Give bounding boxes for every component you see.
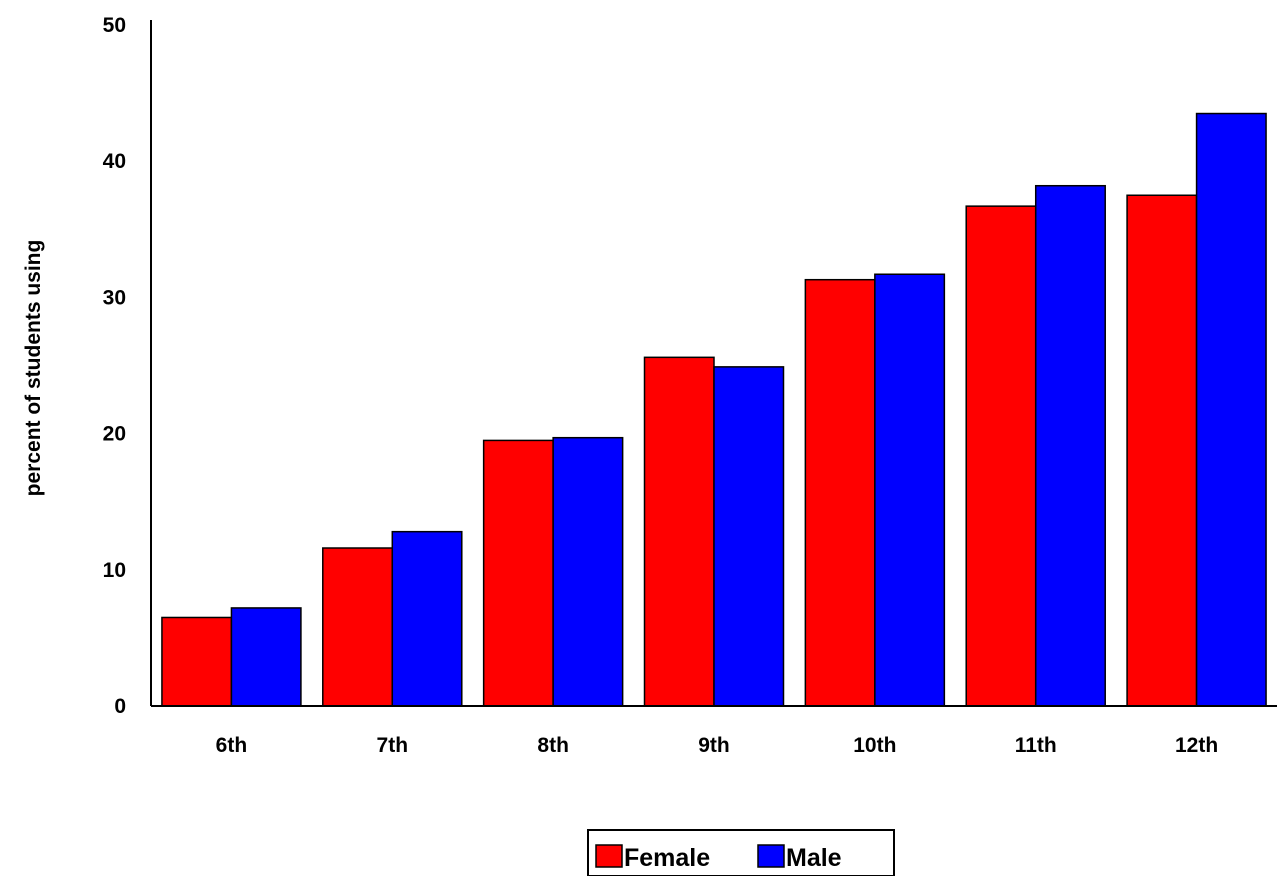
x-category-label: 10th	[853, 734, 896, 757]
bar-female-6th	[161, 616, 233, 707]
bar-female-7th	[322, 547, 394, 707]
bar-male-12th	[1195, 112, 1267, 707]
legend-swatch-female	[595, 844, 623, 868]
bar-male-9th	[713, 366, 785, 707]
bar-male-6th	[230, 607, 302, 707]
y-tick-label: 30	[103, 286, 126, 309]
bar-female-9th	[643, 356, 715, 707]
x-category-label: 8th	[537, 734, 569, 757]
x-category-label: 6th	[216, 734, 248, 757]
bar-female-11th	[965, 205, 1037, 707]
bars-layer	[161, 112, 1267, 707]
y-tick-label: 20	[103, 423, 126, 446]
bar-female-8th	[482, 439, 554, 707]
y-tick-labels: 0 10 20 30 40 50	[103, 14, 126, 718]
x-category-labels: 6th 7th 8th 9th 10th 11th 12th	[216, 734, 1218, 757]
bar-female-10th	[804, 278, 876, 707]
bar-male-10th	[874, 273, 946, 707]
legend-label-male: Male	[786, 844, 842, 872]
legend: Female Male	[587, 829, 895, 876]
bar-male-11th	[1034, 184, 1106, 707]
legend-label-female: Female	[624, 844, 710, 872]
x-category-label: 11th	[1015, 734, 1057, 757]
bar-male-7th	[391, 530, 463, 707]
y-tick-label: 40	[103, 150, 126, 173]
y-tick-label: 0	[114, 695, 126, 718]
bar-female-12th	[1126, 194, 1198, 707]
y-axis-title: percent of students using	[22, 240, 45, 497]
y-tick-label: 10	[103, 559, 126, 582]
x-category-label: 7th	[377, 734, 409, 757]
legend-box	[587, 829, 895, 876]
bar-male-8th	[552, 436, 624, 707]
axes-layer	[150, 20, 1277, 707]
x-category-label: 12th	[1175, 734, 1218, 757]
legend-swatch-male	[757, 844, 785, 868]
y-tick-label: 50	[103, 14, 126, 37]
x-category-label: 9th	[698, 734, 730, 757]
